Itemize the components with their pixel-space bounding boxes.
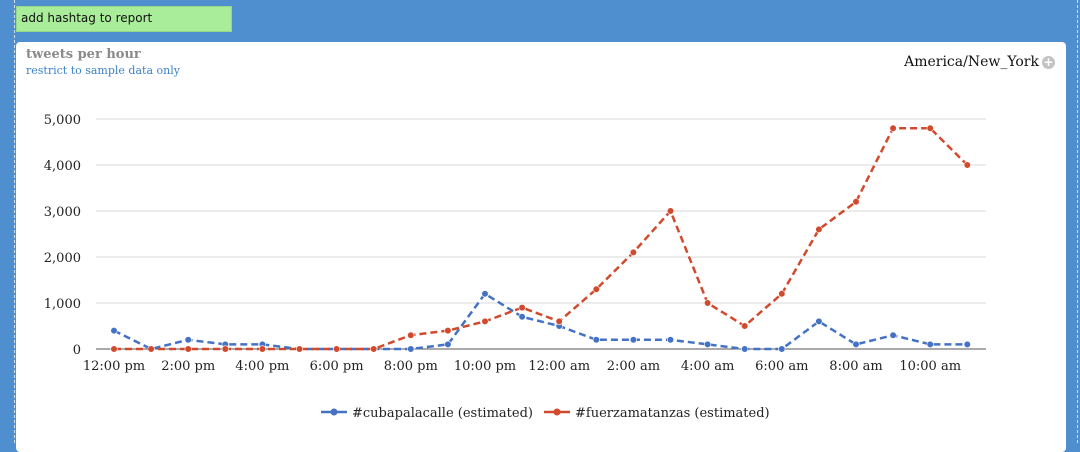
data-point — [444, 327, 452, 335]
data-point — [258, 345, 267, 353]
y-tick-label: 1,000 — [44, 297, 81, 312]
timezone-label: America/New_York — [904, 54, 1039, 70]
restrict-sample-link[interactable]: restrict to sample data only — [26, 64, 180, 77]
plus-circle-icon[interactable]: + — [1042, 54, 1055, 69]
data-point — [407, 331, 415, 339]
y-tick-label: 4,000 — [44, 159, 81, 174]
data-point — [926, 340, 934, 349]
data-point — [555, 317, 563, 326]
data-point — [481, 317, 489, 326]
add-hashtag-input[interactable]: add hashtag to report — [16, 6, 232, 32]
data-point — [295, 345, 304, 353]
x-tick-label: 8:00 pm — [384, 359, 438, 374]
y-tick-label: 5,000 — [44, 113, 81, 128]
data-point — [629, 248, 638, 256]
data-point — [926, 124, 934, 132]
series-line — [114, 126, 969, 351]
data-point — [889, 331, 897, 339]
tweets-per-hour-panel: tweets per hour restrict to sample data … — [16, 42, 1066, 452]
data-point — [852, 198, 860, 206]
x-tick-label: 4:00 am — [681, 359, 734, 374]
series-line — [113, 292, 968, 351]
data-point — [592, 336, 600, 344]
data-point — [147, 345, 155, 353]
data-point — [592, 285, 600, 293]
data-point — [518, 304, 526, 312]
data-point — [444, 340, 452, 349]
data-point — [703, 340, 712, 349]
data-point — [110, 327, 118, 335]
left-guide — [14, 0, 15, 443]
right-guide — [1077, 0, 1078, 443]
data-point — [963, 340, 971, 349]
data-point — [407, 345, 415, 353]
x-tick-label: 2:00 pm — [161, 359, 215, 374]
y-tick-label: 3,000 — [44, 205, 81, 220]
panel-title: tweets per hour — [26, 47, 141, 62]
data-point — [110, 345, 118, 353]
legend-swatch-marker — [330, 408, 338, 416]
x-tick-label: 4:00 pm — [235, 359, 289, 374]
data-point — [184, 345, 192, 353]
x-tick-label: 12:00 pm — [83, 359, 145, 374]
legend-label: #fuerzamatanzas (estimated) — [575, 406, 770, 421]
timezone-selector[interactable]: America/New_York + — [904, 54, 1055, 70]
data-point — [852, 340, 860, 349]
data-point — [703, 299, 712, 307]
x-tick-label: 10:00 am — [899, 359, 961, 374]
x-tick-label: 12:00 am — [528, 359, 590, 374]
x-tick-label: 2:00 am — [607, 359, 660, 374]
data-point — [889, 124, 897, 132]
data-point — [963, 161, 971, 169]
data-point — [778, 345, 786, 353]
data-point — [481, 290, 489, 298]
data-point — [815, 317, 823, 326]
x-tick-label: 6:00 am — [755, 359, 808, 374]
data-point — [666, 207, 675, 215]
data-point — [629, 336, 638, 344]
legend-swatch-marker — [553, 408, 561, 416]
x-tick-label: 8:00 am — [829, 359, 882, 374]
data-point — [518, 313, 526, 321]
data-point — [184, 336, 192, 344]
data-point — [333, 345, 341, 353]
data-point — [741, 322, 749, 330]
data-point — [815, 225, 823, 233]
data-point — [666, 336, 675, 344]
data-point — [221, 345, 229, 353]
data-point — [741, 345, 749, 353]
x-tick-label: 6:00 pm — [310, 359, 364, 374]
y-tick-label: 0 — [73, 343, 81, 358]
legend-label: #cubapalacalle (estimated) — [352, 406, 533, 421]
x-tick-label: 10:00 pm — [454, 359, 516, 374]
data-point — [778, 290, 786, 298]
y-tick-label: 2,000 — [44, 251, 81, 266]
data-point — [370, 345, 378, 353]
